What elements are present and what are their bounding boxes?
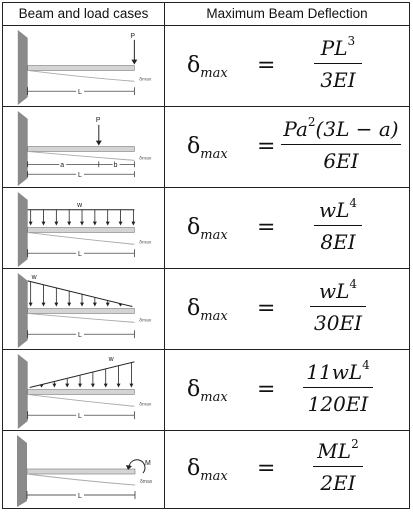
deflected-shape	[26, 473, 136, 486]
svg-text:δmax: δmax	[139, 317, 152, 323]
formula-cell: δmax = PL3 3EI	[165, 26, 409, 106]
diagram-decreasing-triangular-load: w δmax L	[17, 272, 152, 349]
delta-max-symbol: δmax	[187, 296, 228, 324]
table-row-point-load-a: P δmax a b L δmax = Pa2(3L − a) 6EI	[3, 107, 409, 188]
table-header: Beam and load cases Maximum Beam Deflect…	[3, 3, 409, 26]
header-max-deflection: Maximum Beam Deflection	[206, 6, 368, 21]
svg-text:L: L	[78, 413, 82, 420]
deflected-shape	[27, 231, 135, 245]
delta-max-symbol: δmax	[187, 215, 228, 243]
beam	[27, 308, 135, 314]
table-row-increasing-triangular-load: w δmax L δmax = 11wL4 120EI	[3, 350, 409, 431]
load-label: w	[108, 356, 114, 363]
deflection-formula: 11wL4 120EI	[283, 358, 393, 416]
beam	[27, 65, 135, 71]
delta-max-symbol: δmax	[187, 456, 228, 484]
deflected-shape	[27, 69, 135, 82]
triangular-load-arrows	[28, 281, 123, 307]
load-label: P	[96, 117, 101, 124]
table-row-end-moment: M δmax L δmax = ML2 2EI	[3, 431, 409, 508]
beam-deflection-table: Beam and load cases Maximum Beam Deflect…	[2, 2, 410, 509]
fixed-wall	[17, 29, 28, 106]
deflection-formula: wL4 30EI	[283, 277, 393, 335]
svg-text:L: L	[78, 251, 82, 258]
load-label: P	[130, 33, 135, 40]
beam	[27, 146, 135, 152]
diagram-point-load-intermediate: P δmax a b L	[17, 110, 152, 187]
formula-cell: δmax = 11wL4 120EI	[165, 350, 409, 430]
svg-text:L: L	[78, 172, 82, 179]
formula-cell: δmax = Pa2(3L − a) 6EI	[165, 107, 409, 187]
delta-max-symbol: δmax	[187, 53, 228, 81]
deflection-formula: ML2 2EI	[283, 437, 393, 495]
deflection-formula: PL3 3EI	[283, 34, 393, 92]
diagram-increasing-triangular-load: w δmax L	[17, 353, 152, 430]
formula-cell: δmax = wL4 8EI	[165, 188, 409, 268]
column-divider	[164, 3, 165, 508]
diagram-point-load-end: P δmax L	[17, 29, 152, 106]
triangular-load-line	[27, 280, 133, 308]
deflected-shape	[27, 150, 135, 161]
table-row-decreasing-triangular-load: w δmax L δmax = wL4 30EI	[3, 269, 409, 350]
svg-text:δmax: δmax	[139, 401, 152, 407]
diagram-end-moment: M δmax L	[17, 435, 153, 507]
svg-text:δmax: δmax	[139, 239, 152, 245]
fixed-wall	[17, 110, 28, 187]
beam	[27, 227, 135, 233]
svg-text:b: b	[114, 162, 118, 169]
fixed-wall	[17, 435, 27, 507]
moment-arrow	[128, 459, 146, 474]
load-label: w	[76, 202, 82, 209]
deflected-shape	[27, 312, 135, 323]
fixed-wall	[17, 353, 28, 430]
svg-text:δmax: δmax	[140, 479, 153, 485]
svg-text:a: a	[60, 162, 64, 169]
delta-max-symbol: δmax	[187, 134, 228, 162]
delta-max-symbol: δmax	[187, 377, 228, 405]
triangular-load-line	[29, 361, 135, 389]
deflected-shape	[27, 393, 135, 407]
table-row-point-load-end: P δmax L δmax = PL3 3EI	[3, 26, 409, 107]
svg-text:L: L	[78, 332, 82, 339]
beam	[26, 468, 136, 475]
formula-cell: δmax = ML2 2EI	[165, 431, 409, 508]
load-label: w	[31, 274, 37, 281]
header-beam-load-cases: Beam and load cases	[18, 6, 149, 21]
deflection-formula: Pa2(3L − a) 6EI	[277, 115, 405, 173]
table-row-uniform-load: w δmax L δmax = wL4 8EI	[3, 188, 409, 269]
svg-text:δmax: δmax	[139, 155, 152, 161]
svg-text:L: L	[78, 89, 82, 96]
distributed-load-arrows	[28, 209, 136, 226]
deflection-formula: wL4 8EI	[283, 196, 393, 254]
svg-text:L: L	[78, 493, 82, 500]
fixed-wall	[17, 191, 28, 268]
diagram-uniform-load: w δmax L	[17, 191, 152, 268]
beam	[27, 389, 135, 395]
formula-cell: δmax = wL4 30EI	[165, 269, 409, 349]
svg-text:δmax: δmax	[139, 76, 152, 82]
triangular-load-arrows	[39, 362, 134, 388]
fixed-wall	[17, 272, 28, 349]
load-label: M	[145, 460, 151, 467]
